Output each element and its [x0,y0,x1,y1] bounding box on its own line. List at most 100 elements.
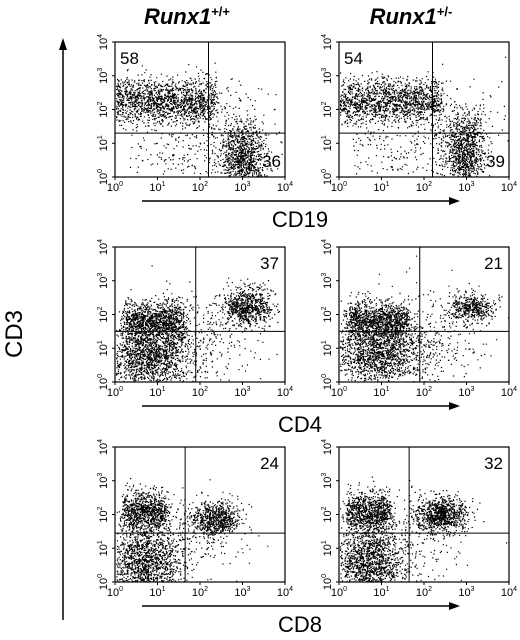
event-dots [116,62,283,178]
population-1 [339,71,447,142]
x-axis-cd4: CD4 [142,402,460,437]
x-axis-label: CD8 [278,612,322,637]
y-tick-label: 100 [97,374,110,390]
column-headers: Runx1+/+ Runx1+/- [144,4,452,29]
x-tick-label: 104 [277,386,293,399]
x-tick-label: 102 [192,181,208,194]
x-tick-label: 103 [458,181,474,194]
y-tick-label: 103 [321,273,334,289]
event-dots [115,265,281,383]
x-tick-label: 100 [331,586,347,599]
x-tick-label: 104 [277,586,293,599]
event-dots [339,56,509,178]
quadrant-percent-label: 24 [260,454,279,473]
column-header-1: Runx1+/+ [144,4,230,29]
x-tick-label: 101 [373,586,389,599]
x-tick-label: 103 [458,386,474,399]
y-tick-label: 100 [97,169,110,185]
population-2 [443,282,510,332]
y-tick-label: 101 [97,135,110,151]
population-1 [116,478,175,548]
gene-name: Runx1 [144,4,211,29]
y-tick-label: 103 [97,273,110,289]
y-tick-label: 104 [97,439,110,455]
population-4 [129,133,231,175]
x-tick-label: 102 [416,181,432,194]
x-tick-label: 100 [331,386,347,399]
quadrant-percent-label: 58 [120,49,139,68]
x-tick-label: 103 [234,386,250,399]
x-axis-cd8: CD8 [142,602,460,637]
x-tick-label: 101 [373,386,389,399]
x-tick-label: 101 [149,586,165,599]
column-header-2: Runx1+/- [370,4,453,29]
x-tick-label: 100 [331,181,347,194]
population-2 [195,277,281,335]
cd3-axis-label: CD3 [1,310,28,358]
population-1 [340,476,398,543]
x-tick-label: 102 [416,586,432,599]
x-tick-label: 102 [416,386,432,399]
y-tick-label: 104 [321,439,334,455]
x-tick-label: 104 [501,181,517,194]
population-1 [116,64,223,149]
plot-panels: 1001001011011021021031031041045836100100… [97,34,517,637]
x-tick-label: 100 [107,181,123,194]
quadrant-percent-label: 32 [484,454,503,473]
y-tick-label: 100 [321,574,334,590]
x-tick-label: 103 [234,586,250,599]
quadrant-percent-label: 21 [484,254,503,273]
x-arrowhead-icon [449,402,460,410]
x-tick-label: 104 [501,586,517,599]
cd3-axis: CD3 [1,38,67,620]
population-3 [339,307,467,383]
population-4 [340,480,508,583]
population-4 [119,479,269,583]
event-dots [339,476,508,583]
population-3 [115,315,213,383]
x-tick-label: 101 [149,386,165,399]
x-tick-label: 100 [107,386,123,399]
quadrant-percent-label: 37 [260,254,279,273]
y-tick-label: 104 [321,34,334,50]
y-tick-label: 102 [321,306,334,322]
y-tick-label: 101 [321,540,334,556]
y-tick-label: 103 [321,68,334,84]
x-axis-label: CD19 [272,207,328,232]
event-dots [116,478,269,583]
x-tick-label: 102 [192,386,208,399]
x-arrowhead-icon [449,602,460,610]
y-tick-label: 103 [321,473,334,489]
x-tick-label: 104 [501,386,517,399]
x-axis-cd19: CD19 [142,197,460,232]
x-axis-label: CD4 [278,412,322,437]
y-tick-label: 104 [97,34,110,50]
genotype-superscript: +/- [437,4,453,19]
x-tick-label: 103 [234,181,250,194]
population-3 [339,493,417,583]
x-tick-label: 101 [373,181,389,194]
quadrant-percent-label: 54 [344,49,363,68]
population-2 [433,98,500,178]
y-tick-label: 100 [97,574,110,590]
y-tick-label: 104 [321,239,334,255]
y-tick-label: 102 [97,306,110,322]
cd3-arrowhead-icon [59,38,67,50]
population-4 [352,133,455,175]
y-tick-label: 101 [321,340,334,356]
y-tick-label: 103 [97,68,110,84]
y-tick-label: 102 [97,101,110,117]
y-tick-label: 102 [321,506,334,522]
quadrant-percent-label: 39 [486,152,505,171]
quadrant-percent-label: 36 [262,152,281,171]
x-tick-label: 103 [458,586,474,599]
gene-name: Runx1 [370,4,437,29]
y-tick-label: 100 [321,374,334,390]
y-tick-label: 101 [97,340,110,356]
event-dots [339,255,510,383]
